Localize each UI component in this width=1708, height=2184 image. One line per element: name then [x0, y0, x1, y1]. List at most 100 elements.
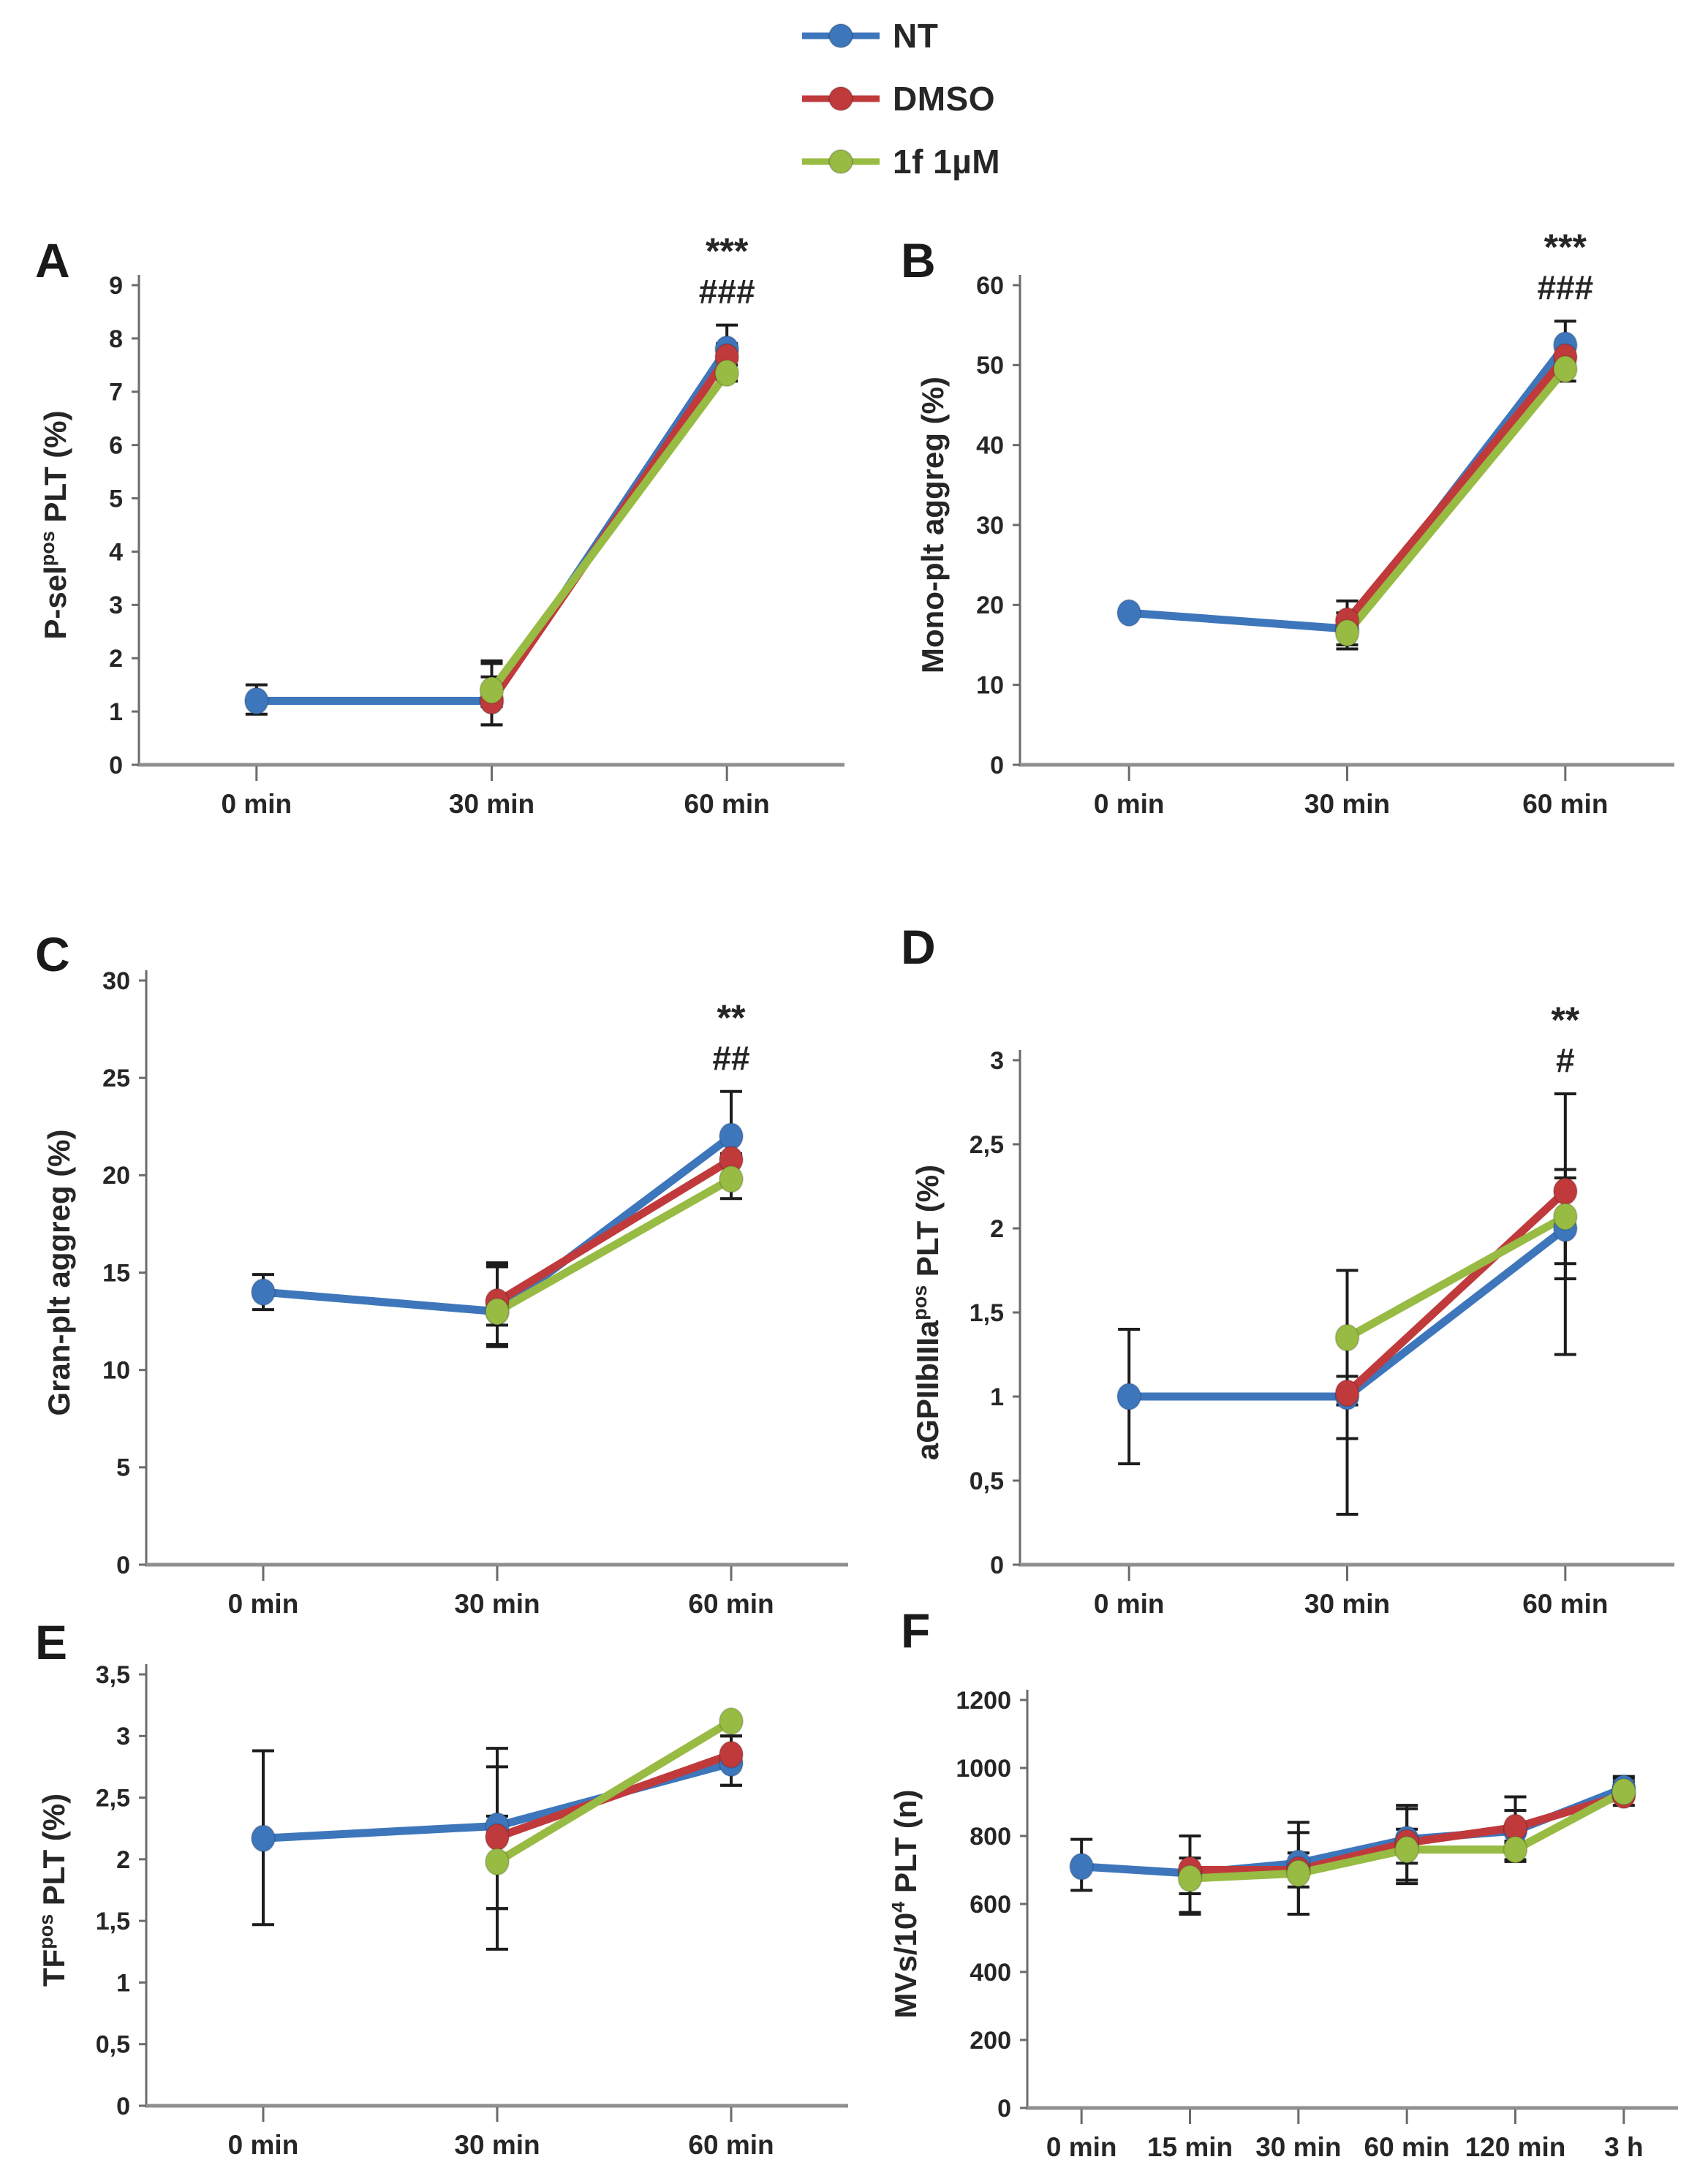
- series-line-DMSO: [1343, 352, 1570, 625]
- y-axis-label: Mono-plt aggreg (%): [915, 377, 950, 673]
- y-tick-label: 0: [116, 2093, 130, 2120]
- data-point-1f-1µM: [714, 359, 740, 388]
- x-tick-label: 0 min: [1094, 789, 1165, 819]
- data-point-DMSO: [1552, 1177, 1578, 1206]
- x-tick-label: 30 min: [449, 789, 534, 819]
- series-line-1f-1µM: [493, 1175, 736, 1316]
- y-tick-label: 1: [109, 698, 123, 726]
- legend-item-NT: NT: [801, 16, 1000, 56]
- y-tick-label: 8: [109, 325, 123, 353]
- legend-dot: [828, 23, 853, 48]
- y-tick-label: 0: [990, 752, 1004, 779]
- y-tick-label: 2,5: [96, 1784, 130, 1812]
- x-tick-label: 30 min: [454, 1589, 540, 1619]
- y-tick-label: 2: [109, 645, 123, 673]
- x-tick-label: 120 min: [1465, 2132, 1566, 2162]
- legend-item-DMSO: DMSO: [801, 79, 1000, 118]
- legend-label: 1f 1µM: [893, 143, 1001, 181]
- y-tick-label: 20: [102, 1162, 130, 1190]
- data-point-1f-1µM: [1334, 619, 1360, 647]
- data-point-NT: [719, 1122, 744, 1151]
- series-line-1f-1µM: [1343, 1212, 1570, 1342]
- y-tick-label: 2,5: [970, 1131, 1004, 1159]
- x-tick-label: 0 min: [228, 2130, 299, 2160]
- y-tick-label: 600: [970, 1891, 1011, 1919]
- y-tick-label: 3: [109, 592, 123, 619]
- y-tick-label: 0: [109, 752, 123, 779]
- data-point-1f-1µM: [719, 1165, 744, 1193]
- y-tick-label: 0,5: [96, 2031, 130, 2059]
- series-line-DMSO: [1343, 1187, 1570, 1397]
- panel-letter-E: E: [35, 1615, 68, 1669]
- series-line-DMSO: [493, 1155, 736, 1306]
- y-tick-label: 5: [116, 1454, 130, 1482]
- x-tick-label: 30 min: [1255, 2132, 1341, 2162]
- data-point-1f-1µM: [485, 1297, 510, 1326]
- chart-D: 00,511,522,530 min 30 min 60 minaGPIIbIIIa…: [909, 1000, 1674, 1619]
- data-point-NT: [1069, 1852, 1095, 1881]
- y-tick-label: 2: [116, 1846, 130, 1874]
- legend-dot: [828, 149, 853, 174]
- x-tick-label: 0 min: [228, 1589, 299, 1619]
- data-point-NT: [251, 1824, 276, 1853]
- sig-hash: ###: [1537, 268, 1593, 306]
- data-point-NT: [1116, 1383, 1142, 1410]
- data-point-1f-1µM: [479, 676, 505, 704]
- y-tick-label: 1,5: [970, 1299, 1004, 1327]
- panel-letter-C: C: [35, 927, 70, 981]
- sig-hash: ##: [712, 1039, 749, 1077]
- data-point-1f-1µM: [1503, 1835, 1528, 1864]
- chart-B: 0 10 20 30 40 50 60 0 min 30 min 60 min Mono-plt a…: [915, 227, 1674, 819]
- panel-letter-A: A: [35, 233, 70, 287]
- y-axis-label: P-selpos PLT (%): [37, 410, 72, 639]
- y-tick-label: 200: [970, 2027, 1011, 2055]
- y-tick-label: 10: [102, 1357, 130, 1385]
- y-tick-label: 1000: [956, 1755, 1011, 1783]
- y-tick-label: 400: [970, 1959, 1011, 1987]
- chart-C: 0 5 10 15 20 25 30 0 min 30 min 60 min Gran-plt ag…: [42, 967, 848, 1619]
- y-tick-label: 50: [976, 352, 1004, 379]
- x-tick-label: 60 min: [688, 2130, 774, 2160]
- sig-asterisk: **: [1551, 1000, 1579, 1040]
- legend-label: DMSO: [893, 80, 995, 118]
- panel-C: C 0 5 10 15 20 25 30 0 min 30 min 60 min Gran-plt a…: [22, 918, 870, 1620]
- data-point-DMSO: [719, 1740, 744, 1769]
- panel-E: E 0 0,5 1 1,5 2 2,5 3 3,5 0 min 30 min 60 min TFpos …: [22, 1601, 870, 2184]
- y-tick-label: 5: [109, 485, 123, 513]
- panel-letter-B: B: [901, 233, 936, 287]
- panel-B: B 0 10 20 30 40 50 60 0 min 30 min 60 min Mono-plt …: [892, 219, 1708, 892]
- series-line-1f-1µM: [1343, 365, 1570, 638]
- series-line-1f-1µM: [488, 369, 731, 695]
- y-tick-label: 6: [109, 432, 123, 460]
- y-tick-label: 25: [102, 1065, 130, 1092]
- x-tick-label: 3 h: [1604, 2132, 1643, 2162]
- data-point-1f-1µM: [1334, 1323, 1360, 1352]
- y-tick-label: 20: [976, 592, 1004, 619]
- y-tick-label: 10: [976, 672, 1004, 700]
- legend-dot: [828, 86, 853, 111]
- y-tick-label: 1: [116, 1969, 130, 1997]
- y-tick-label: 3: [990, 1047, 1004, 1075]
- y-axis-label: Gran-plt aggreg (%): [42, 1129, 76, 1416]
- series-line-1f-1µM: [493, 1717, 736, 1866]
- legend-item-1f-1µM: 1f 1µM: [801, 142, 1000, 181]
- y-tick-label: 1,5: [96, 1908, 130, 1935]
- y-tick-label: 0: [997, 2095, 1011, 2123]
- y-tick-label: 15: [102, 1259, 130, 1287]
- y-axis-label: aGPIIbIIIapos PLT (%): [909, 1165, 945, 1460]
- data-point-1f-1µM: [1611, 1777, 1636, 1806]
- legend-marker-icon: [802, 23, 880, 48]
- x-tick-label: 30 min: [1304, 1589, 1390, 1619]
- y-tick-label: 30: [102, 967, 130, 995]
- series-line-NT: [1125, 341, 1570, 633]
- x-tick-label: 60 min: [1522, 1589, 1608, 1619]
- y-tick-label: 40: [976, 432, 1004, 460]
- data-point-1f-1µM: [1285, 1859, 1311, 1888]
- x-tick-label: 0 min: [1046, 2132, 1117, 2162]
- y-axis-label: MVs/104 PLT (n): [892, 1790, 923, 2019]
- panel-letter-F: F: [901, 1603, 931, 1658]
- x-tick-label: 0 min: [222, 789, 292, 819]
- x-tick-label: 60 min: [1522, 789, 1608, 819]
- x-tick-label: 60 min: [684, 789, 770, 819]
